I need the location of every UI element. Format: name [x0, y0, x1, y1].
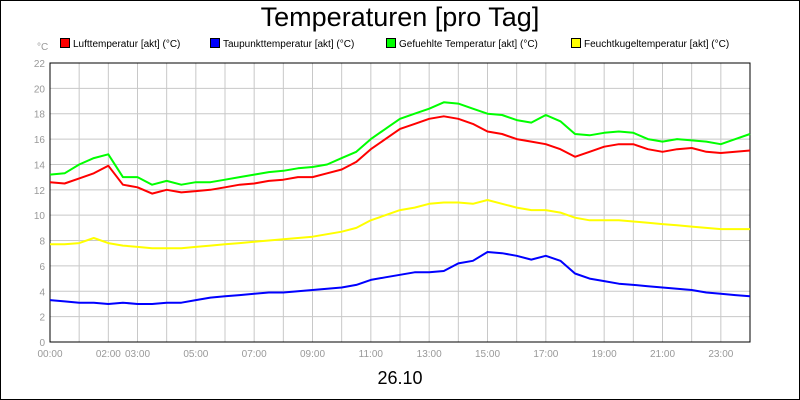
y-tick-label: 2: [39, 313, 45, 324]
x-tick-label: 00:00: [37, 349, 62, 360]
x-tick-label: 09:00: [300, 349, 325, 360]
y-tick-label: 12: [34, 186, 46, 197]
plot-border: [49, 62, 751, 343]
series-line-1: [49, 251, 751, 305]
y-tick-label: 22: [34, 59, 46, 70]
x-tick-label: 11:00: [359, 349, 384, 360]
legend-item: Lufttemperatur [akt] (°C): [60, 38, 180, 52]
legend-label: Taupunkttemperatur [akt] (°C): [223, 39, 355, 50]
y-tick-label: 16: [34, 135, 46, 146]
y-axis-unit: °C: [37, 42, 49, 53]
series-line-2: [49, 101, 751, 186]
legend-swatch: [210, 38, 220, 48]
y-tick-label: 18: [34, 110, 46, 121]
x-tick-label: 17:00: [533, 349, 558, 360]
legend-item: Taupunkttemperatur [akt] (°C): [210, 38, 354, 52]
x-tick-label: 19:00: [592, 349, 617, 360]
y-tick-label: 14: [34, 160, 46, 171]
series-line-0: [49, 115, 751, 195]
x-tick-label: 21:00: [650, 349, 675, 360]
y-tick-label: 10: [34, 211, 46, 222]
y-tick-label: 6: [39, 262, 45, 273]
x-tick-label: 13:00: [417, 349, 442, 360]
legend-label: Lufttemperatur [akt] (°C): [73, 39, 181, 50]
x-tick-label: 15:00: [475, 349, 500, 360]
legend-item: Gefuehlte Temperatur [akt] (°C): [386, 38, 538, 52]
chart-legend: Lufttemperatur [akt] (°C) Taupunkttempera…: [0, 38, 800, 52]
legend-item: Feuchtkugeltemperatur [akt] (°C): [571, 38, 729, 52]
chart-title: Temperaturen [pro Tag]: [260, 2, 540, 32]
y-tick-label: 0: [39, 338, 45, 349]
y-tick-label: 20: [34, 84, 46, 95]
x-tick-label: 07:00: [242, 349, 267, 360]
series-line-3: [50, 199, 750, 250]
y-tick-label: 4: [39, 287, 45, 298]
x-tick-label: 03:00: [125, 349, 150, 360]
y-tick-label: 8: [39, 237, 45, 248]
x-tick-label: 23:00: [708, 349, 733, 360]
x-tick-label: 02:00: [96, 349, 121, 360]
legend-label: Gefuehlte Temperatur [akt] (°C): [399, 39, 538, 50]
legend-swatch: [60, 38, 70, 48]
legend-swatch: [571, 38, 581, 48]
legend-swatch: [386, 38, 396, 48]
x-tick-label: 05:00: [183, 349, 208, 360]
legend-label: Feuchtkugeltemperatur [akt] (°C): [584, 39, 730, 50]
x-axis-date-label: 26.10: [377, 368, 423, 388]
